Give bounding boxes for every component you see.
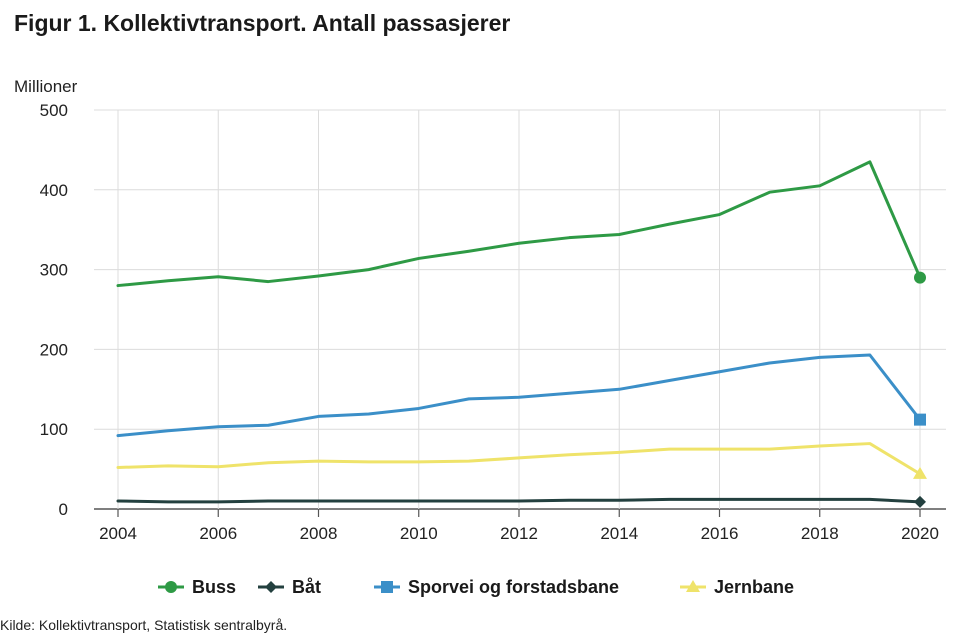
x-tick-label: 2018: [801, 524, 839, 543]
y-tick-label: 100: [40, 420, 68, 439]
grid-lines: [94, 109, 946, 510]
series-lines: [116, 160, 927, 508]
y-tick-label: 200: [40, 340, 68, 359]
legend-label: Båt: [292, 577, 321, 597]
source-note: Kilde: Kollektivtransport, Statistisk se…: [0, 617, 288, 633]
legend-label: Sporvei og forstadsbane: [408, 577, 619, 597]
x-tick-label: 2014: [600, 524, 638, 543]
legend-item-sporvei-og-forstadsbane[interactable]: Sporvei og forstadsbane: [374, 577, 619, 597]
legend-marker-icon: [686, 580, 700, 592]
y-tick-label: 400: [40, 181, 68, 200]
chart-title: Figur 1. Kollektivtransport. Antall pass…: [14, 10, 511, 36]
x-tick-label: 2010: [400, 524, 438, 543]
end-marker-buss: [914, 271, 926, 284]
end-marker-b-t: [914, 495, 926, 508]
series-line-b-t: [116, 497, 922, 504]
series-line-sporvei-og-forstadsbane: [116, 353, 922, 438]
legend-label: Jernbane: [714, 577, 794, 597]
x-tick-label: 2020: [901, 524, 939, 543]
y-tick-label: 300: [40, 261, 68, 280]
x-tick-label: 2006: [199, 524, 237, 543]
legend: Buss Båt Sporvei og forstadsbane Jernbane: [158, 577, 794, 597]
y-axis-ticks: 0 100 200 300 400 500: [40, 101, 68, 519]
legend-marker-icon: [165, 581, 177, 593]
legend-item-jernbane[interactable]: Jernbane: [680, 577, 794, 597]
x-tick-label: 2008: [300, 524, 338, 543]
series-line-buss: [116, 160, 922, 288]
y-tick-label: 0: [59, 500, 68, 519]
legend-item-buss[interactable]: Buss: [158, 577, 236, 597]
y-tick-label: 500: [40, 101, 68, 120]
x-tick-label: 2016: [701, 524, 739, 543]
legend-item-b-t[interactable]: Båt: [258, 577, 321, 597]
y-axis-label: Millioner: [14, 77, 78, 96]
legend-label: Buss: [192, 577, 236, 597]
series-line-jernbane: [116, 442, 922, 476]
x-tick-label: 2012: [500, 524, 538, 543]
end-marker-sporvei-og-forstadsbane: [914, 413, 926, 426]
legend-marker-icon: [265, 581, 277, 593]
end-marker-jernbane: [913, 466, 927, 479]
x-tick-label: 2004: [99, 524, 137, 543]
x-axis-ticks: 2004 2006 2008 2010 2012 2014 2016 2018 2020: [99, 509, 939, 543]
legend-marker-icon: [381, 581, 393, 593]
